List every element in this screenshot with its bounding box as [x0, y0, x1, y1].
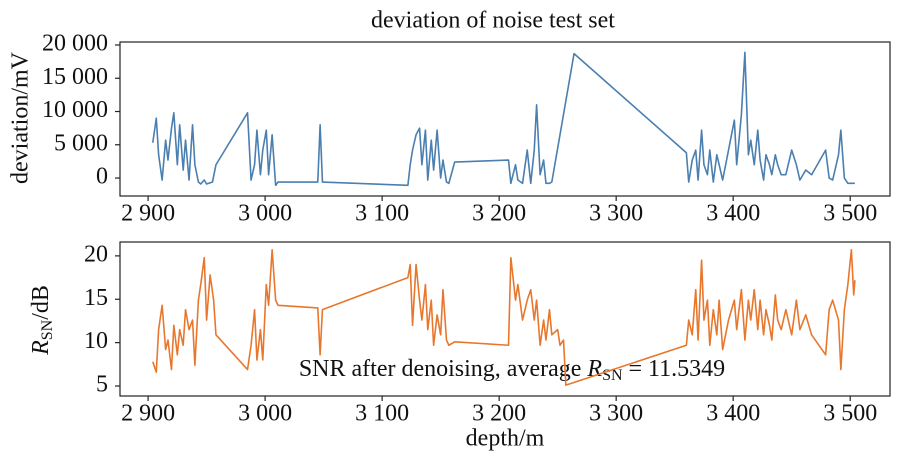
x-tick-label: 2 900 — [121, 201, 175, 227]
y-label-symbol: R — [28, 340, 54, 356]
y-axis-label: RSN/dB — [28, 285, 56, 356]
data-line — [152, 249, 856, 386]
y-tick-label: 20 — [84, 241, 108, 267]
x-tick-label: 3 000 — [238, 401, 292, 427]
x-tick-label: 3 200 — [472, 201, 526, 227]
y-label-unit: /dB — [28, 285, 54, 320]
x-tick-label: 3 400 — [706, 201, 760, 227]
x-tick-label: 2 900 — [121, 401, 175, 427]
y-label-subscript: SN — [39, 319, 56, 340]
x-tick-label: 3 100 — [355, 401, 409, 427]
x-tick-label: 3 200 — [472, 401, 526, 427]
y-tick-label: 15 — [84, 285, 108, 311]
y-tick-label: 10 000 — [42, 97, 108, 123]
x-tick-label: 3 500 — [823, 201, 877, 227]
y-tick-label: 5 — [96, 372, 108, 398]
x-tick-label: 3 000 — [238, 201, 292, 227]
y-tick-label: 5 000 — [54, 130, 108, 156]
annotation-text: SNR after denoising, average — [299, 356, 582, 382]
plot-frame — [119, 241, 891, 397]
data-line — [151, 51, 855, 187]
chart-title: deviation of noise test set — [371, 8, 615, 34]
x-tick-label: 3 400 — [706, 401, 760, 427]
x-axis-label: depth/m — [466, 426, 545, 452]
x-tick-label: 3 100 — [355, 201, 409, 227]
y-tick-label: 10 — [84, 328, 108, 354]
plot-frame — [119, 41, 891, 197]
x-tick-label: 3 300 — [589, 201, 643, 227]
y-tick-label: 0 — [96, 164, 108, 190]
y-tick-label: 15 000 — [42, 64, 108, 90]
x-tick-label: 3 500 — [823, 401, 877, 427]
y-tick-label: 20 000 — [42, 30, 108, 56]
x-tick-label: 3 300 — [589, 401, 643, 427]
annotation: SNR after denoising, average RSN = 11.5349 — [299, 356, 725, 384]
y-axis-label: deviation/mV — [8, 51, 34, 184]
